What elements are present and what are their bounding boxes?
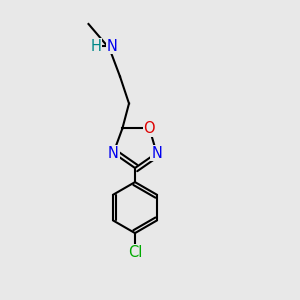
Text: N: N <box>108 146 119 160</box>
Text: Cl: Cl <box>128 245 142 260</box>
Text: N: N <box>107 39 118 54</box>
Text: N: N <box>151 146 162 160</box>
Text: O: O <box>144 121 155 136</box>
Text: H: H <box>91 39 101 54</box>
